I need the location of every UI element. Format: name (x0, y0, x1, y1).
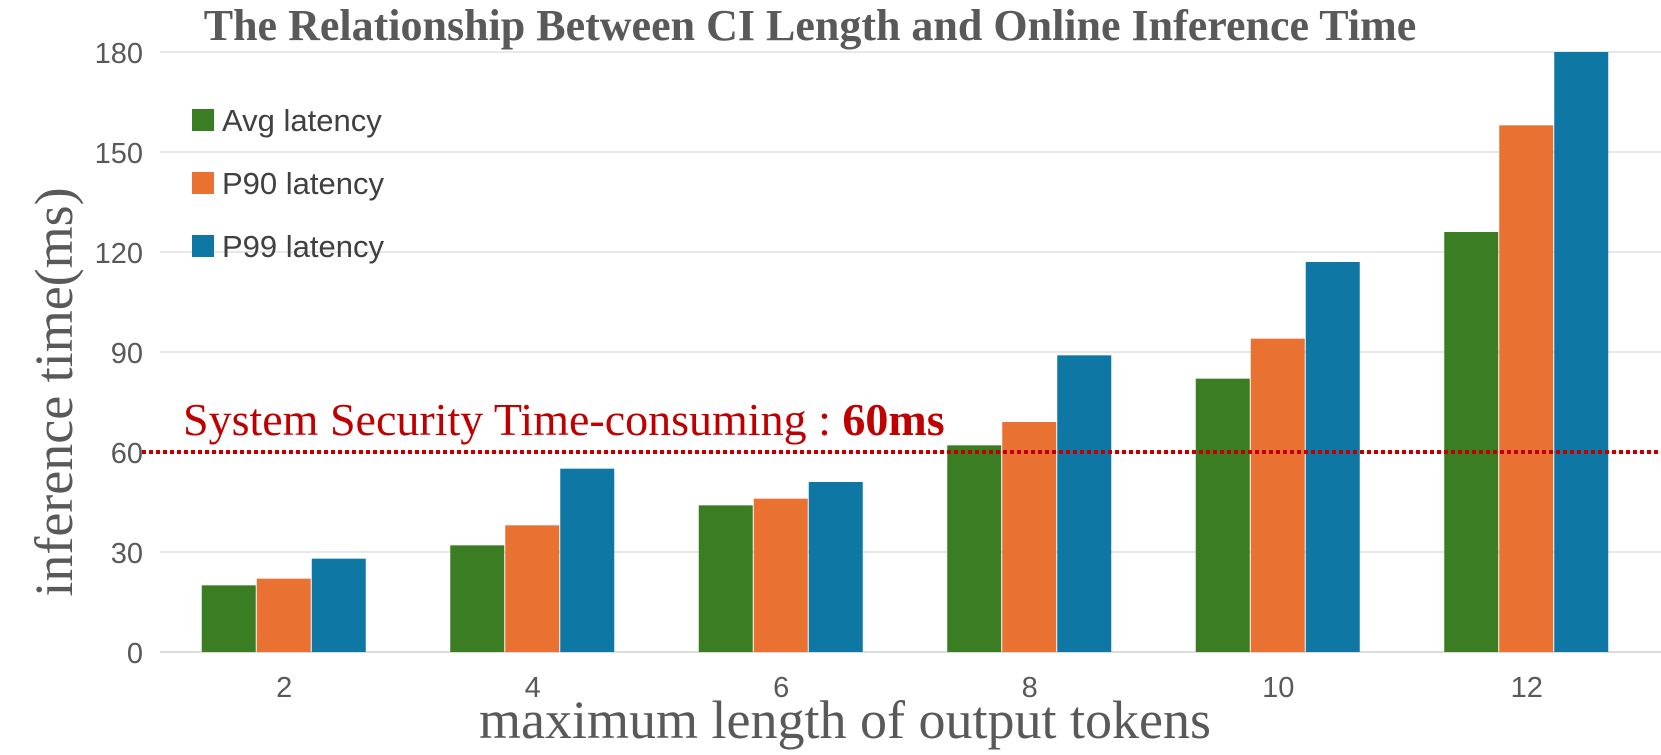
x-tick-label: 2 (276, 672, 292, 704)
bar (753, 498, 808, 652)
y-tick-label: 120 (95, 238, 143, 270)
bar (1057, 355, 1112, 652)
x-axis-label: maximum length of output tokens (479, 690, 1211, 750)
x-tick-label: 8 (1022, 672, 1038, 704)
y-tick-label: 90 (111, 338, 143, 370)
chart-title: The Relationship Between CI Length and O… (204, 1, 1417, 50)
bar (1195, 378, 1250, 652)
x-tick-label: 6 (773, 672, 789, 704)
bar (505, 525, 560, 652)
bar (698, 505, 753, 652)
bar (1305, 262, 1360, 652)
legend-swatch (192, 172, 214, 194)
legend-label: P90 latency (222, 166, 384, 201)
gridlines (160, 51, 1661, 653)
x-tick-label: 10 (1262, 672, 1294, 704)
bar (947, 445, 1002, 652)
x-tick-label: 12 (1511, 672, 1543, 704)
legend: Avg latency P90 latency P99 latency (192, 103, 384, 264)
bar (1499, 125, 1554, 653)
legend-swatch (192, 109, 214, 131)
y-axis-label: inference time(ms) (24, 187, 84, 596)
bar (1250, 338, 1305, 652)
threshold-label-text: System Security Time-consuming : (183, 394, 842, 445)
bar (256, 578, 311, 652)
y-tick-label: 150 (95, 138, 143, 170)
threshold-label: System Security Time-consuming : 60ms (183, 394, 945, 445)
bar (1002, 422, 1057, 652)
bar (201, 585, 256, 652)
y-tick-label: 30 (111, 538, 143, 570)
bar (560, 468, 615, 652)
x-tick-label: 4 (525, 672, 541, 704)
bar (1444, 232, 1499, 652)
legend-label: P99 latency (222, 229, 384, 264)
legend-swatch (192, 235, 214, 257)
legend-label: Avg latency (222, 103, 382, 138)
bar (808, 482, 863, 652)
bars (201, 52, 1609, 653)
y-tick-label: 180 (95, 38, 143, 70)
y-tick-labels: 0 30 60 90 120 150 180 (95, 38, 143, 670)
x-tick-labels: 2 4 6 8 10 12 (276, 672, 1543, 704)
bar (450, 545, 505, 652)
bar (1554, 52, 1609, 652)
bar (311, 558, 366, 652)
y-tick-label: 0 (127, 638, 143, 670)
y-tick-label: 60 (111, 438, 143, 470)
threshold-value: 60ms (842, 394, 944, 445)
